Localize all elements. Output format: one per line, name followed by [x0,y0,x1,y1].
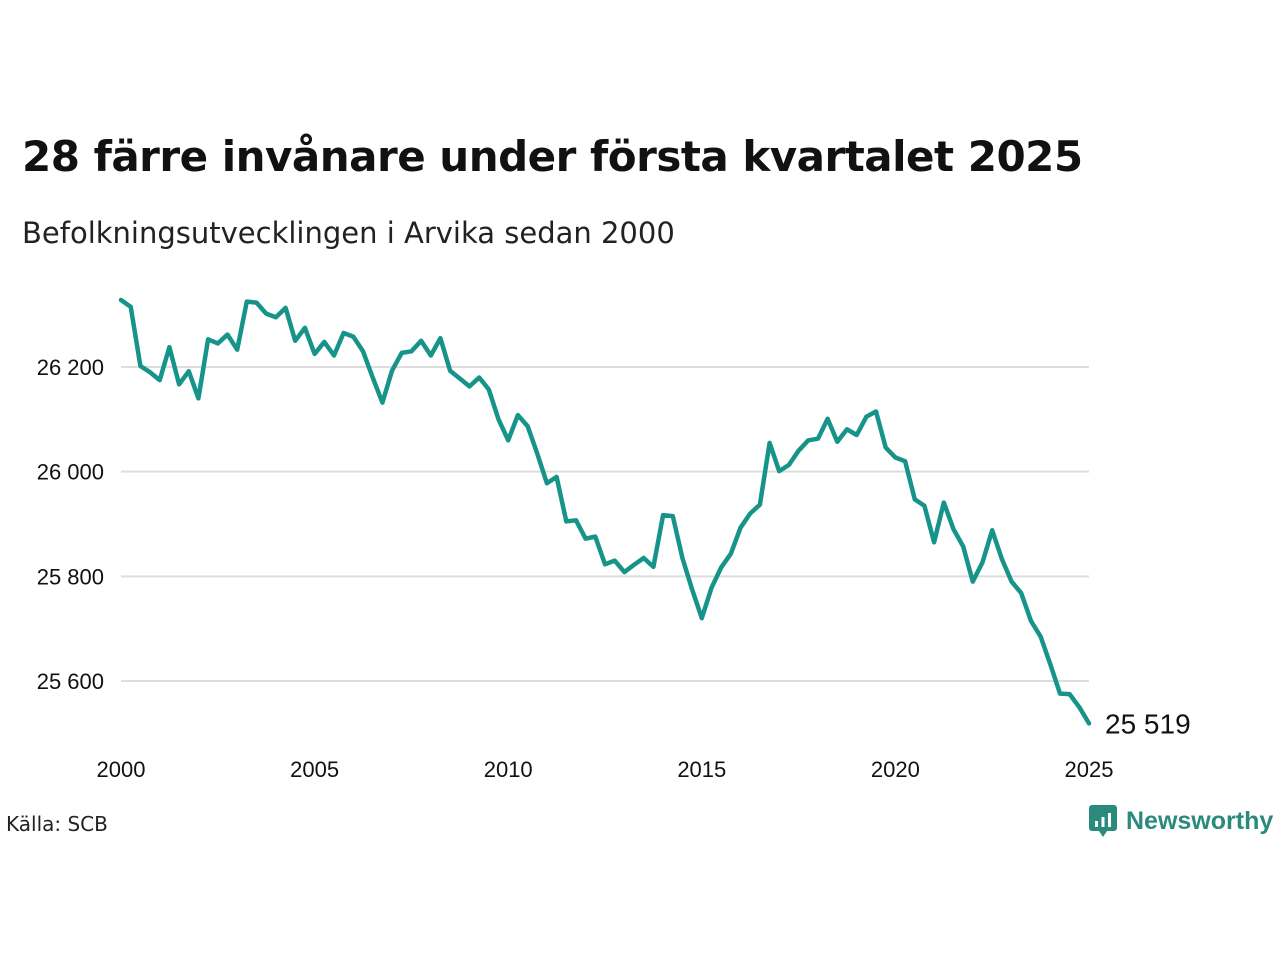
end-value-label: 25 519 [1105,708,1191,739]
line-chart: 25 600 25 800 26 000 26 200 2000 2005 2010 2015… [37,297,1191,782]
y-tick-label: 26 200 [37,355,104,380]
chart-subtitle: Befolkningsutvecklingen i Arvika sedan 2… [22,216,675,250]
x-tick-label: 2015 [677,757,726,782]
x-tick-label: 2025 [1065,757,1114,782]
x-tick-label: 2000 [97,757,146,782]
y-tick-label: 25 800 [37,564,104,589]
newsworthy-logo-text: Newsworthy [1126,806,1274,835]
newsworthy-logo: Newsworthy [1088,804,1273,838]
series-line [118,297,1092,726]
x-tick-label: 2010 [484,757,533,782]
chart-title: 28 färre invånare under första kvartalet… [22,132,1083,181]
newsworthy-logo-icon [1089,805,1117,837]
y-tick-label: 25 600 [37,669,104,694]
x-tick-label: 2020 [871,757,920,782]
y-tick-label: 26 000 [37,460,104,485]
source-label: Källa: SCB [6,812,108,836]
x-tick-label: 2005 [290,757,339,782]
